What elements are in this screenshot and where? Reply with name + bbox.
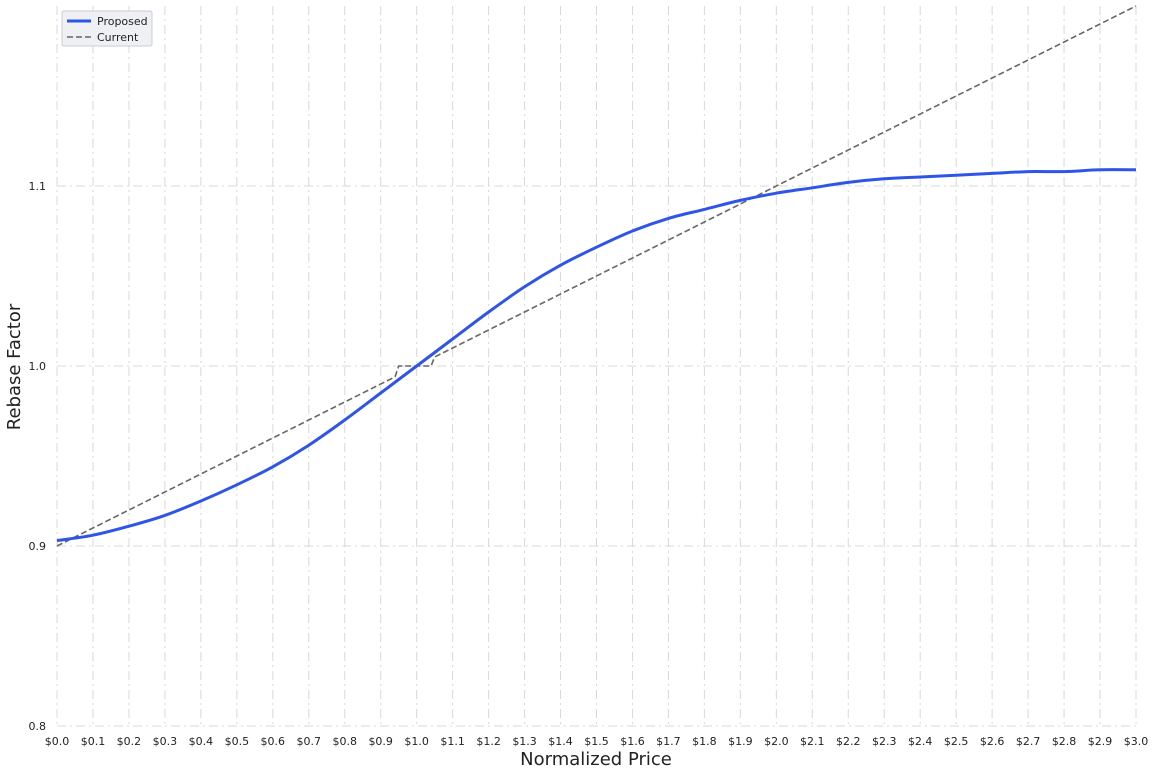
x-tick-label: $2.8 — [1052, 735, 1077, 748]
x-tick-label: $2.5 — [944, 735, 969, 748]
x-tick-label: $0.9 — [368, 735, 393, 748]
x-tick-label: $1.5 — [584, 735, 609, 748]
x-tick-label: $1.0 — [404, 735, 429, 748]
x-tick-label: $1.9 — [728, 735, 753, 748]
x-tick-label: $0.7 — [297, 735, 322, 748]
x-tick-label: $0.5 — [225, 735, 250, 748]
y-axis-label: Rebase Factor — [4, 303, 25, 430]
y-tick-label: 0.9 — [29, 540, 47, 553]
x-tick-label: $0.3 — [153, 735, 178, 748]
x-tick-label: $1.6 — [620, 735, 645, 748]
series-line-proposed — [56, 168, 1137, 543]
y-tick-labels: 0.8 0.9 1.0 1.1 — [29, 180, 47, 733]
x-tick-label: $1.1 — [440, 735, 465, 748]
x-tick-label: $2.3 — [872, 735, 897, 748]
legend: Proposed Current — [61, 10, 153, 47]
x-axis-label: Normalized Price — [520, 749, 672, 770]
x-tick-label: $2.9 — [1088, 735, 1113, 748]
x-tick-label: $3.0 — [1124, 735, 1149, 748]
legend-label-proposed: Proposed — [97, 15, 148, 28]
x-tick-label: $0.8 — [332, 735, 357, 748]
x-tick-label: $1.4 — [548, 735, 573, 748]
x-tick-label: $0.2 — [117, 735, 142, 748]
series-lines — [56, 5, 1137, 547]
x-tick-label: $2.7 — [1016, 735, 1041, 748]
x-tick-label: $1.2 — [476, 735, 501, 748]
grid — [56, 6, 1137, 727]
x-tick-label: $2.4 — [908, 735, 933, 748]
x-tick-label: $1.3 — [512, 735, 537, 748]
y-tick-label: 1.1 — [29, 180, 47, 193]
y-tick-label: 0.8 — [29, 720, 47, 733]
x-tick-label: $0.6 — [261, 735, 286, 748]
x-tick-label: $2.6 — [980, 735, 1005, 748]
x-tick-label: $2.0 — [764, 735, 789, 748]
legend-label-current: Current — [97, 31, 139, 44]
x-tick-label: $0.4 — [189, 735, 214, 748]
x-tick-label: $1.8 — [692, 735, 717, 748]
x-tick-label: $0.1 — [81, 735, 106, 748]
x-tick-label: $2.1 — [800, 735, 825, 748]
x-tick-labels: $0.0 $0.1 $0.2 $0.3 $0.4 $0.5 $0.6 $0.7 $0.8 $0.9… — [45, 735, 1149, 748]
x-tick-label: $1.7 — [656, 735, 681, 748]
y-tick-label: 1.0 — [29, 360, 47, 373]
x-tick-label: $0.0 — [45, 735, 70, 748]
x-tick-label: $2.2 — [836, 735, 861, 748]
